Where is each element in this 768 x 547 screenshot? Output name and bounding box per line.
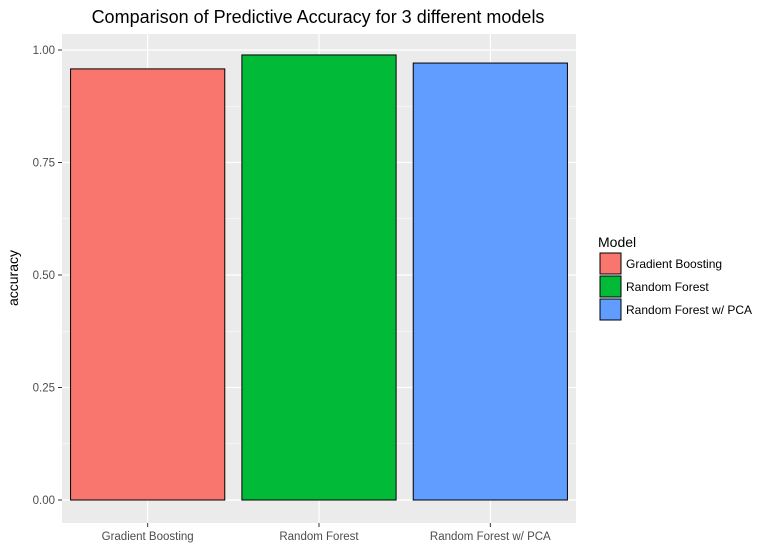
legend: Model Gradient Boosting Random Forest Rand… (598, 234, 752, 321)
bar-random-forest-w-pca (412, 62, 568, 501)
y-tick-label: 0.00 (33, 495, 55, 507)
y-tick-label: 1.00 (33, 45, 55, 57)
bar-random-forest (241, 54, 397, 501)
y-axis-ticks: 0.00 0.25 0.50 0.75 1.00 (33, 45, 62, 507)
legend-label: Gradient Boosting (626, 257, 722, 271)
y-tick-label: 0.50 (33, 270, 55, 282)
y-axis-title: accuracy (5, 250, 21, 306)
legend-title: Model (598, 234, 636, 250)
legend-label: Random Forest (626, 280, 709, 294)
chart-title: Comparison of Predictive Accuracy for 3 … (92, 7, 545, 27)
legend-swatch (599, 252, 622, 275)
y-tick-label: 0.25 (33, 383, 55, 395)
legend-label: Random Forest w/ PCA (626, 303, 752, 317)
y-tick-label: 0.75 (33, 158, 55, 170)
legend-swatch (599, 298, 622, 321)
bar-gradient-boosting (70, 68, 226, 501)
legend-swatch (599, 275, 622, 298)
x-tick-label: Random Forest w/ PCA (430, 531, 551, 543)
bars (70, 54, 568, 501)
x-tick-label: Random Forest (279, 531, 359, 543)
x-axis-ticks: Gradient Boosting Random Forest Random For… (102, 523, 551, 543)
x-tick-label: Gradient Boosting (102, 531, 194, 543)
